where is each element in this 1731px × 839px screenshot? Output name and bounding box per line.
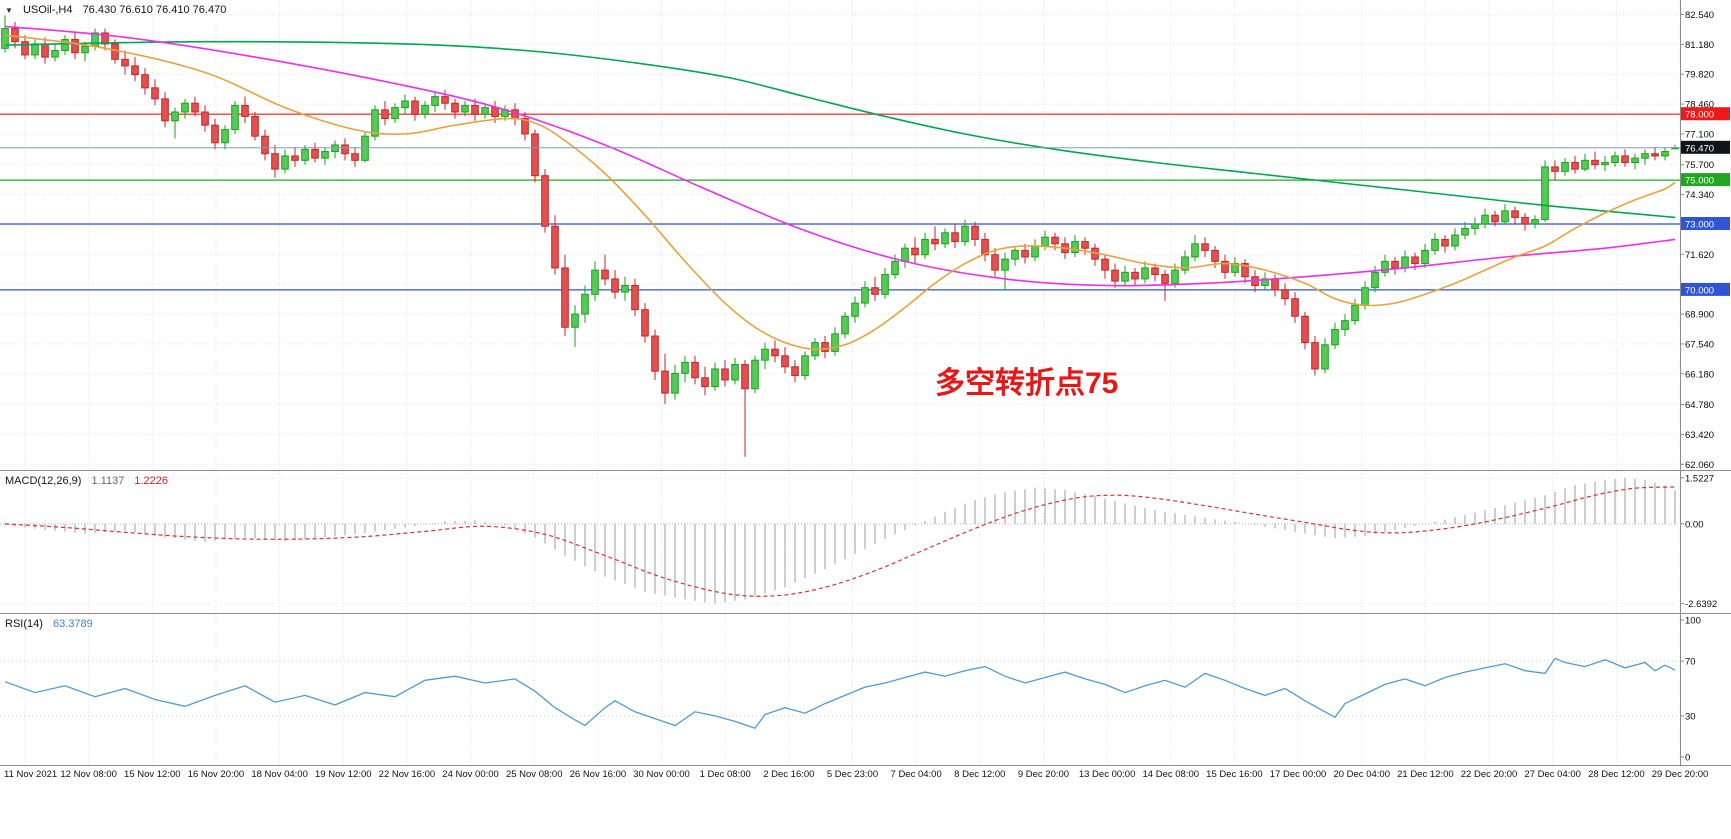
- time-label: 2 Dec 16:00: [763, 769, 815, 780]
- rsi-indicator-label: RSI(14): [5, 618, 43, 630]
- axis-label: 70: [1685, 657, 1696, 668]
- time-label: 16 Nov 20:00: [187, 769, 245, 780]
- candles: [1, 15, 1679, 457]
- axis-label: 74.340: [1685, 190, 1714, 201]
- axis-label: 81.180: [1685, 40, 1714, 51]
- axis-label: 1.5227: [1685, 473, 1714, 484]
- axis-label: 67.540: [1685, 339, 1714, 350]
- time-label: 8 Dec 12:00: [954, 769, 1006, 780]
- rsi-axis[interactable]: 100 70 30 0: [1680, 616, 1701, 764]
- axis-label: -2.6392: [1685, 599, 1717, 610]
- rsi-value: 63.3789: [52, 618, 93, 630]
- price-badge-70.000[interactable]: 70.000: [1681, 282, 1730, 297]
- time-label: 18 Nov 04:00: [251, 769, 308, 780]
- time-label: 14 Dec 08:00: [1142, 769, 1200, 780]
- current-price-badge[interactable]: 76.470: [1681, 140, 1730, 155]
- axis-label: 30: [1685, 711, 1696, 722]
- time-label: 15 Nov 12:00: [124, 769, 181, 780]
- axis-label: 100: [1685, 616, 1701, 627]
- main-chart-header: ▼ USOil-,H4 76.430 76.610 76.410 76.470: [5, 4, 233, 16]
- macd-value-signal: 1.2226: [134, 475, 169, 487]
- axis-label: 79.820: [1685, 70, 1714, 81]
- axis-label: 62.060: [1685, 460, 1714, 470]
- time-label: 21 Dec 12:00: [1397, 769, 1454, 780]
- time-label: 11 Nov 2021: [4, 769, 58, 780]
- time-label: 1 Dec 08:00: [699, 769, 751, 780]
- ma-medium-magenta-line: [4, 25, 1676, 287]
- time-label: 22 Nov 16:00: [378, 769, 436, 780]
- axis-label: 71.620: [1685, 250, 1714, 261]
- rsi-header: RSI(14) 63.3789: [5, 618, 100, 630]
- time-label: 12 Nov 08:00: [60, 769, 117, 780]
- svg-text:78.000: 78.000: [1685, 110, 1714, 121]
- macd-histogram: [4, 477, 1676, 604]
- symbol-timeframe-label: USOil-,H4: [22, 4, 73, 16]
- axis-label: 82.540: [1685, 10, 1714, 21]
- axis-label: 77.100: [1685, 129, 1714, 140]
- price-chart-panel[interactable]: 多空转折点75 82.540 81.180 79.820 78.460 77.100 75.…: [0, 0, 1731, 470]
- axis-label: 66.180: [1685, 369, 1714, 380]
- time-label: 9 Dec 20:00: [1017, 769, 1070, 780]
- price-badge-75.000[interactable]: 75.000: [1681, 173, 1730, 187]
- time-axis[interactable]: 11 Nov 2021 12 Nov 08:00 15 Nov 12:00 16 No…: [0, 765, 1731, 839]
- svg-text:75.000: 75.000: [1685, 176, 1714, 187]
- axis-label: 63.420: [1685, 430, 1714, 441]
- price-badge-73.000[interactable]: 73.000: [1681, 217, 1730, 231]
- rsi-line: [4, 657, 1676, 729]
- grid: [0, 471, 1681, 613]
- macd-header: MACD(12,26,9) 1.1137 1.2226: [5, 475, 175, 487]
- macd-panel[interactable]: 1.5227 0.00 -2.6392: [0, 470, 1731, 613]
- rsi-panel[interactable]: 100 70 30 0: [0, 613, 1731, 765]
- time-label: 22 Dec 20:00: [1460, 769, 1518, 780]
- ma-fast-orange-line: [4, 34, 1676, 351]
- svg-text:70.000: 70.000: [1685, 285, 1714, 296]
- axis-label: 78.460: [1685, 100, 1714, 111]
- axis-label: 64.780: [1685, 400, 1714, 411]
- time-label: 19 Nov 12:00: [315, 769, 372, 780]
- time-label: 28 Dec 12:00: [1588, 769, 1645, 780]
- axis-label: 0: [1685, 753, 1690, 764]
- macd-value-main: 1.1137: [91, 475, 125, 487]
- ma-slow-green-line: [4, 40, 1676, 219]
- macd-signal-line: [4, 486, 1676, 597]
- price-axis[interactable]: 82.540 81.180 79.820 78.460 77.100 75.700 74.3…: [1680, 10, 1730, 470]
- time-label: 7 Dec 04:00: [890, 769, 942, 780]
- time-label: 24 Nov 00:00: [442, 769, 499, 780]
- macd-axis[interactable]: 1.5227 0.00 -2.6392: [1680, 473, 1717, 610]
- svg-text:73.000: 73.000: [1685, 220, 1714, 231]
- axis-label: 68.900: [1685, 310, 1714, 321]
- time-label: 25 Nov 08:00: [505, 769, 563, 780]
- axis-label: 75.700: [1685, 160, 1714, 171]
- time-label: 27 Dec 04:00: [1524, 769, 1581, 780]
- macd-indicator-label: MACD(12,26,9): [5, 475, 82, 487]
- time-label: 5 Dec 23:00: [826, 769, 879, 780]
- svg-text:76.470: 76.470: [1685, 143, 1714, 154]
- time-label: 30 Nov 00:00: [633, 769, 690, 780]
- chart-annotation-text[interactable]: 多空转折点75: [935, 367, 1118, 400]
- time-label: 26 Nov 16:00: [569, 769, 627, 780]
- time-label: 13 Dec 00:00: [1078, 769, 1136, 780]
- time-label: 20 Dec 04:00: [1333, 769, 1390, 780]
- axis-label: 0.00: [1685, 519, 1704, 530]
- collapse-arrow-icon[interactable]: ▼: [5, 6, 13, 15]
- grid: [0, 614, 1681, 765]
- time-label: 17 Dec 00:00: [1269, 769, 1327, 780]
- time-label: 15 Dec 16:00: [1206, 769, 1263, 780]
- ohlc-values: 76.430 76.610 76.410 76.470: [82, 4, 227, 16]
- grid: [0, 0, 1681, 470]
- time-label: 29 Dec 20:00: [1651, 769, 1709, 780]
- price-badge-78.000[interactable]: 78.000: [1681, 107, 1730, 121]
